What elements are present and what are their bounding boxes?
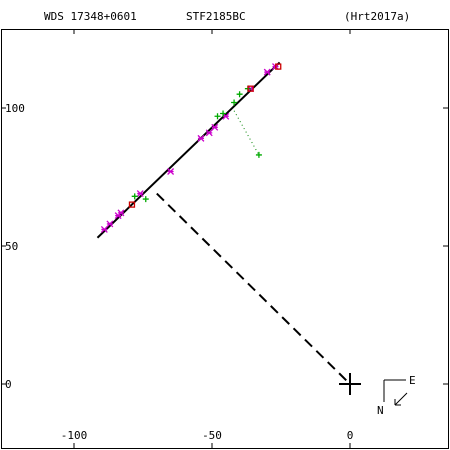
x-tick-label: -50	[202, 429, 222, 442]
compass-arrow-line	[394, 392, 408, 406]
measurement-point	[247, 85, 254, 92]
measurement-point	[214, 113, 221, 120]
primary-star-marker	[339, 373, 361, 395]
measurement-point	[211, 123, 219, 131]
measurement-link	[156, 192, 351, 385]
compass-east-label: E	[409, 374, 416, 387]
measurement-point	[197, 134, 205, 142]
y-tick-label: 50	[5, 240, 18, 253]
measurement-point	[236, 91, 243, 98]
compass-north-label: N	[377, 404, 384, 417]
measurement-dashed-line	[156, 192, 351, 385]
measurement-point	[142, 196, 149, 203]
wds-id-label: WDS 17348+0601	[44, 10, 137, 23]
discoverer-label: STF2185BC	[186, 10, 246, 23]
measurement-point	[222, 112, 230, 120]
measurement-point	[167, 168, 175, 175]
measurement-point	[131, 193, 138, 200]
y-tick-label: 0	[5, 378, 12, 391]
residual-line	[233, 110, 260, 156]
measurement-point	[220, 110, 227, 117]
x-tick-label: -100	[61, 429, 88, 442]
y-tick-label: 100	[5, 102, 25, 115]
measurement-point	[106, 220, 114, 228]
measurement-point	[136, 190, 144, 198]
compass: E N	[377, 374, 416, 417]
measurement-point	[205, 129, 213, 137]
measurement-point	[255, 151, 262, 158]
reference-label: (Hrt2017a)	[344, 10, 410, 23]
measurement-point	[117, 209, 125, 217]
residuals	[233, 110, 260, 156]
y-axis-ticks: 100 50 0	[1, 102, 448, 391]
x-axis-ticks: -100 -50 0	[61, 29, 354, 448]
measurement-point	[231, 99, 238, 106]
measurement-point	[263, 68, 271, 76]
measurement-point	[275, 63, 282, 70]
plot-frame	[1, 29, 449, 449]
x-tick-label: 0	[347, 429, 354, 442]
measurement-point	[128, 201, 136, 208]
measurement-point	[100, 225, 108, 233]
data-points	[100, 63, 282, 233]
